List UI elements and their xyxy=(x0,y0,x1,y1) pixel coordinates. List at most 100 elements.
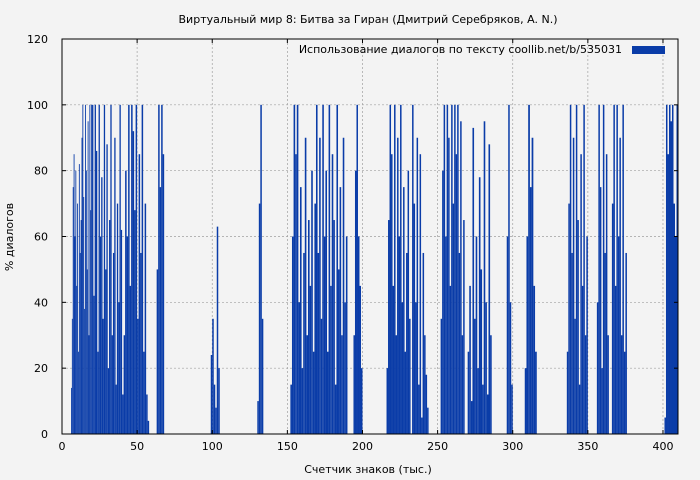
bar xyxy=(95,150,98,434)
bar xyxy=(623,351,626,434)
bar xyxy=(391,154,393,435)
bar xyxy=(407,170,410,434)
bar xyxy=(568,203,570,434)
bar xyxy=(73,154,75,435)
bar xyxy=(574,318,576,434)
bar xyxy=(601,368,603,434)
bar xyxy=(76,285,78,434)
y-tick-label: 120 xyxy=(27,33,48,46)
bar xyxy=(445,236,447,434)
bar xyxy=(528,104,530,434)
bar xyxy=(482,384,484,434)
bar xyxy=(135,104,138,434)
bar xyxy=(670,121,672,435)
bar xyxy=(486,394,489,434)
bar xyxy=(261,318,264,434)
bar xyxy=(257,401,259,434)
bar xyxy=(427,407,429,434)
bar xyxy=(577,220,579,434)
y-tick-label: 20 xyxy=(34,362,48,375)
bar xyxy=(129,285,132,434)
bar xyxy=(671,104,674,434)
bar xyxy=(260,104,262,434)
x-tick-label: 150 xyxy=(277,440,298,453)
bar xyxy=(111,335,113,434)
bar xyxy=(218,368,220,434)
bar xyxy=(162,154,165,435)
bar xyxy=(334,384,337,434)
bar xyxy=(419,154,422,435)
bar xyxy=(71,318,73,434)
bar xyxy=(314,203,316,434)
bar xyxy=(596,302,599,434)
tick-labels: 0 50 100 150 200 250 300 350 400 0 20 40 60 80 100 120 xyxy=(27,33,673,453)
bar xyxy=(88,335,90,434)
x-axis-label: Счетчик знаков (тыс.) xyxy=(304,463,432,476)
bar xyxy=(299,187,302,434)
bar xyxy=(403,187,405,434)
bar xyxy=(529,187,532,434)
bar xyxy=(478,177,481,434)
y-tick-label: 40 xyxy=(34,296,48,309)
bar xyxy=(483,121,486,435)
bar xyxy=(446,104,449,434)
bar xyxy=(338,269,340,434)
bar xyxy=(258,203,261,434)
bar xyxy=(480,269,483,434)
bar xyxy=(131,104,133,434)
bar xyxy=(531,137,534,434)
y-tick-label: 100 xyxy=(27,99,48,112)
bar xyxy=(425,374,428,434)
bar xyxy=(353,335,355,434)
bar xyxy=(307,220,310,434)
bar xyxy=(306,335,308,434)
bar xyxy=(524,368,527,434)
bar xyxy=(91,104,93,434)
bar xyxy=(105,269,107,434)
bar xyxy=(457,104,459,434)
bar xyxy=(359,285,361,434)
bar xyxy=(212,318,214,434)
axes xyxy=(61,38,679,435)
bar xyxy=(475,236,478,434)
bar xyxy=(398,236,401,434)
bar xyxy=(611,203,614,434)
bar xyxy=(159,187,162,434)
bars xyxy=(71,104,678,435)
bar xyxy=(676,104,678,434)
bar xyxy=(327,351,329,434)
bar xyxy=(298,302,300,434)
bar xyxy=(474,318,476,434)
bar xyxy=(535,351,537,434)
bar xyxy=(320,318,323,434)
bar xyxy=(86,269,88,434)
bar xyxy=(77,203,79,434)
bar xyxy=(84,308,86,434)
bar xyxy=(216,226,219,434)
bar xyxy=(336,104,339,434)
bar xyxy=(463,220,465,434)
bar xyxy=(215,407,217,434)
bar xyxy=(140,252,142,434)
bar xyxy=(101,177,103,434)
bar xyxy=(341,335,343,434)
bar xyxy=(581,285,584,434)
bar xyxy=(451,104,453,434)
bar xyxy=(506,236,509,434)
bar xyxy=(122,394,124,434)
bar xyxy=(409,318,411,434)
bar xyxy=(477,368,479,434)
bar xyxy=(138,154,141,435)
bar xyxy=(613,104,615,434)
bar xyxy=(571,252,573,434)
bar xyxy=(665,104,668,434)
bar xyxy=(569,104,572,434)
bar xyxy=(472,127,475,434)
bar xyxy=(526,236,529,434)
bar xyxy=(134,210,136,434)
bar xyxy=(103,104,106,434)
bar xyxy=(311,170,313,434)
bar xyxy=(452,203,455,434)
bar xyxy=(404,351,407,434)
bar xyxy=(344,302,346,434)
